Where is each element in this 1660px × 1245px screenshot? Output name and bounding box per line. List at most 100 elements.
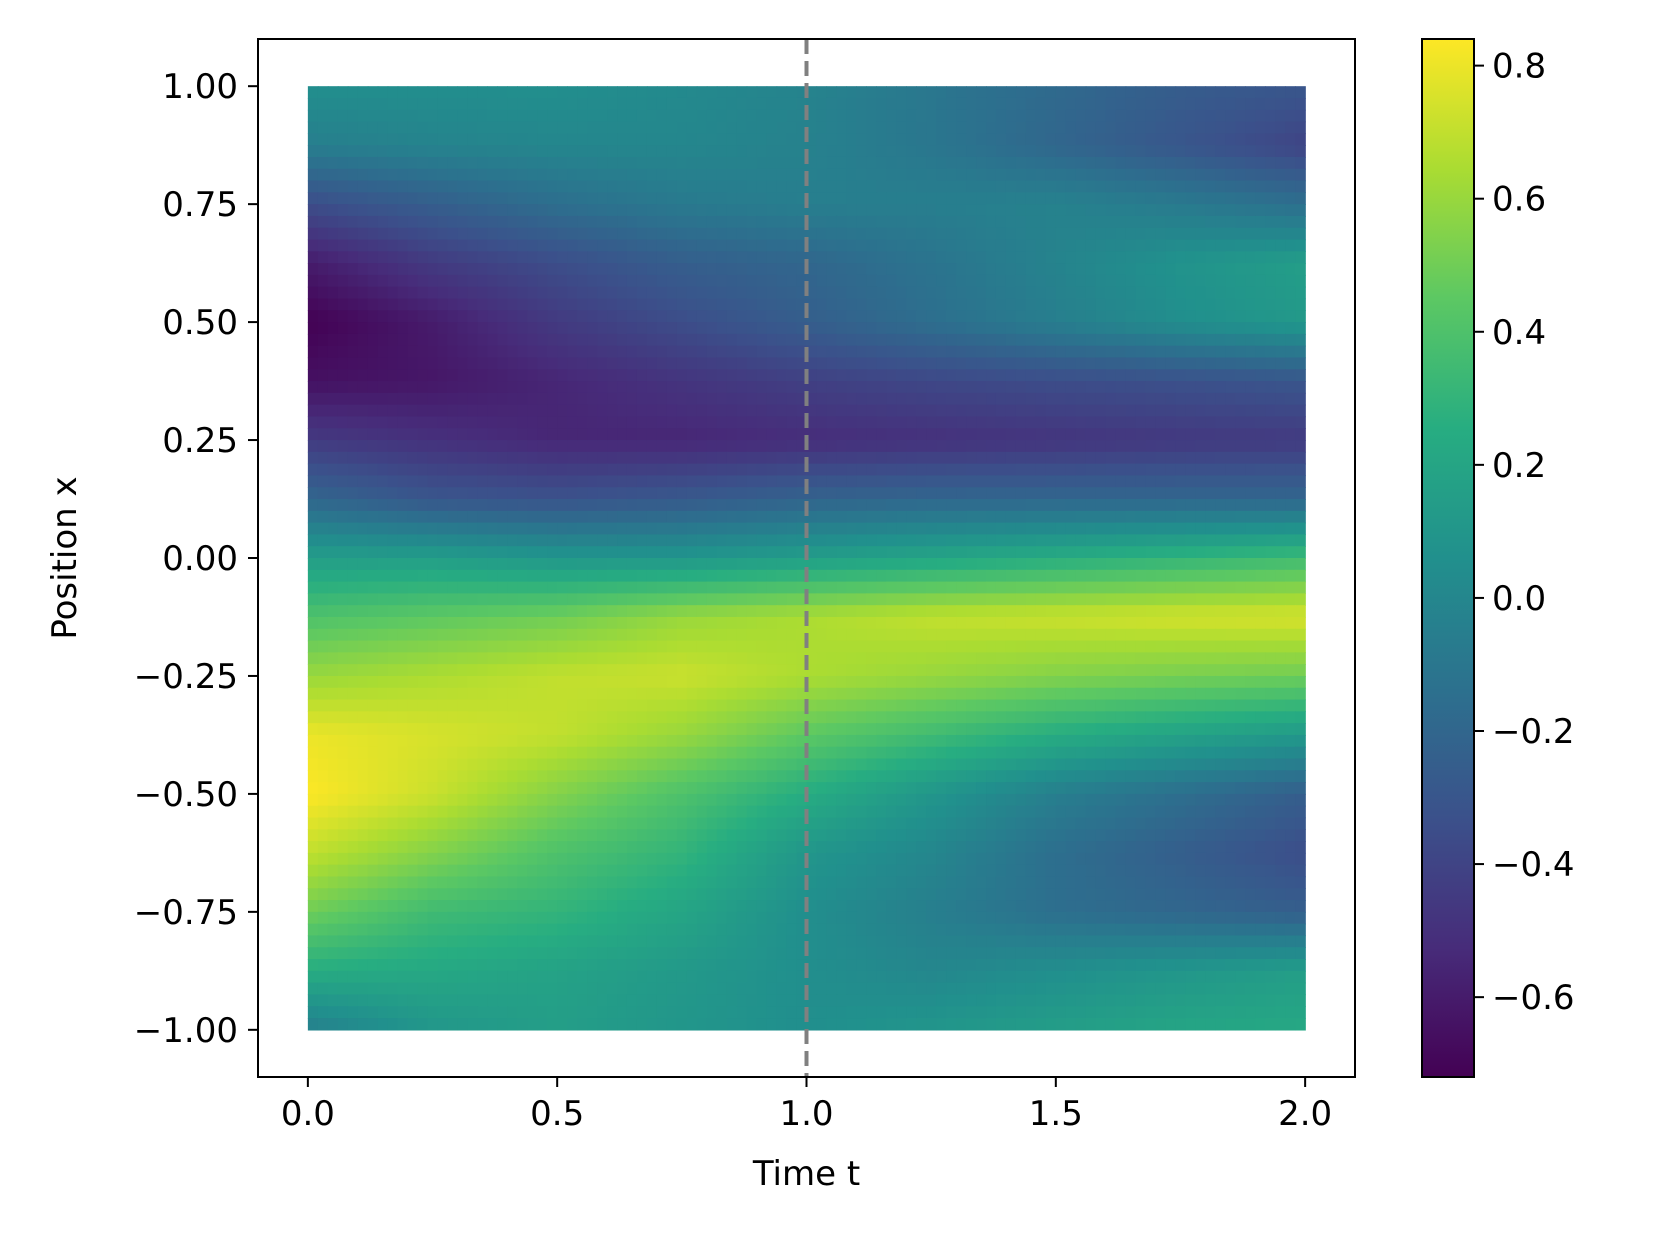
heatmap-cell: [726, 440, 738, 453]
heatmap-cell: [457, 499, 469, 512]
heatmap-cell: [517, 392, 528, 406]
heatmap-cell: [547, 133, 558, 146]
heatmap-cell: [906, 333, 917, 347]
heatmap-cell: [986, 404, 997, 418]
heatmap-cell: [1205, 558, 1217, 571]
heatmap-cell: [906, 475, 917, 488]
heatmap-cell: [896, 274, 907, 288]
heatmap-cell: [896, 581, 907, 595]
heatmap-cell: [407, 499, 419, 512]
heatmap-cell: [1135, 440, 1147, 453]
heatmap-cell: [567, 345, 578, 359]
heatmap-cell: [956, 652, 967, 665]
heatmap-cell: [1065, 534, 1077, 547]
heatmap-cell: [786, 664, 798, 677]
heatmap-cell: [986, 251, 997, 264]
heatmap-cell: [966, 369, 977, 382]
heatmap-cell: [1075, 204, 1087, 217]
heatmap-cell: [367, 593, 379, 606]
heatmap-cell: [1045, 451, 1057, 465]
heatmap-cell: [1285, 204, 1296, 217]
heatmap-cell: [1115, 534, 1127, 547]
heatmap-cell: [607, 274, 618, 288]
heatmap-cell: [417, 251, 429, 264]
heatmap-cell: [1185, 569, 1197, 583]
heatmap-cell: [826, 664, 838, 677]
heatmap-cell: [307, 215, 319, 229]
heatmap-cell: [507, 581, 518, 595]
heatmap-cell: [1075, 168, 1087, 182]
heatmap-cell: [547, 180, 558, 194]
heatmap-cell: [1015, 652, 1027, 665]
heatmap-cell: [457, 652, 469, 665]
heatmap-cell: [696, 239, 708, 253]
heatmap-cell: [886, 616, 897, 630]
heatmap-cell: [806, 510, 818, 524]
heatmap-cell: [995, 192, 1007, 205]
heatmap-cell: [1165, 569, 1177, 583]
heatmap-cell: [1035, 628, 1047, 642]
heatmap-cell: [836, 345, 848, 359]
heatmap-cell: [1165, 628, 1177, 642]
heatmap-cell: [327, 86, 339, 99]
heatmap-cell: [1045, 263, 1057, 276]
heatmap-cell: [766, 333, 778, 347]
heatmap-cell: [477, 463, 489, 477]
heatmap-cell: [926, 569, 937, 583]
heatmap-cell: [1265, 652, 1276, 665]
heatmap-cell: [856, 227, 868, 241]
heatmap-cell: [567, 616, 578, 630]
heatmap-cell: [597, 204, 608, 217]
heatmap-cell: [577, 628, 588, 642]
heatmap-cell: [636, 522, 648, 536]
heatmap-cell: [646, 440, 658, 453]
heatmap-cell: [1235, 215, 1246, 229]
heatmap-cell: [307, 569, 319, 583]
heatmap-cell: [507, 86, 518, 99]
heatmap-cell: [1035, 239, 1047, 253]
heatmap-cell: [507, 510, 518, 524]
heatmap-cell: [1125, 168, 1137, 182]
heatmap-cell: [1185, 534, 1197, 547]
heatmap-cell: [1175, 310, 1187, 323]
heatmap-cell: [397, 392, 409, 406]
heatmap-cell: [626, 616, 638, 630]
heatmap-cell: [956, 333, 967, 347]
heatmap-cell: [557, 664, 568, 677]
heatmap-cell: [527, 204, 538, 217]
heatmap-cell: [676, 581, 688, 595]
heatmap-cell: [766, 369, 778, 382]
heatmap-cell: [1015, 558, 1027, 571]
heatmap-cell: [756, 239, 768, 253]
heatmap-cell: [567, 416, 578, 429]
heatmap-cell: [1275, 345, 1286, 359]
heatmap-cell: [317, 628, 329, 642]
heatmap-cell: [1065, 333, 1077, 347]
heatmap-cell: [397, 215, 409, 229]
heatmap-cell: [537, 628, 548, 642]
heatmap-cell: [1075, 239, 1087, 253]
heatmap-cell: [836, 510, 848, 524]
heatmap-cell: [367, 345, 379, 359]
heatmap-cell: [1015, 534, 1027, 547]
heatmap-cell: [377, 263, 389, 276]
heatmap-cell: [1185, 558, 1197, 571]
heatmap-cell: [1135, 322, 1147, 335]
heatmap-cell: [567, 581, 578, 595]
heatmap-cell: [467, 546, 479, 559]
heatmap-cell: [986, 593, 997, 606]
heatmap-cell: [1175, 227, 1187, 241]
heatmap-cell: [646, 121, 658, 135]
heatmap-cell: [1255, 263, 1266, 276]
heatmap-cell: [1155, 204, 1167, 217]
heatmap-cell: [387, 333, 399, 347]
heatmap-cell: [966, 664, 977, 677]
heatmap-cell: [1085, 227, 1097, 241]
heatmap-cell: [836, 428, 848, 441]
heatmap-cell: [1055, 357, 1067, 370]
heatmap-cell: [537, 251, 548, 264]
heatmap-cell: [1095, 251, 1107, 264]
heatmap-cell: [936, 357, 947, 370]
heatmap-cell: [1115, 463, 1127, 477]
heatmap-cell: [946, 440, 957, 453]
